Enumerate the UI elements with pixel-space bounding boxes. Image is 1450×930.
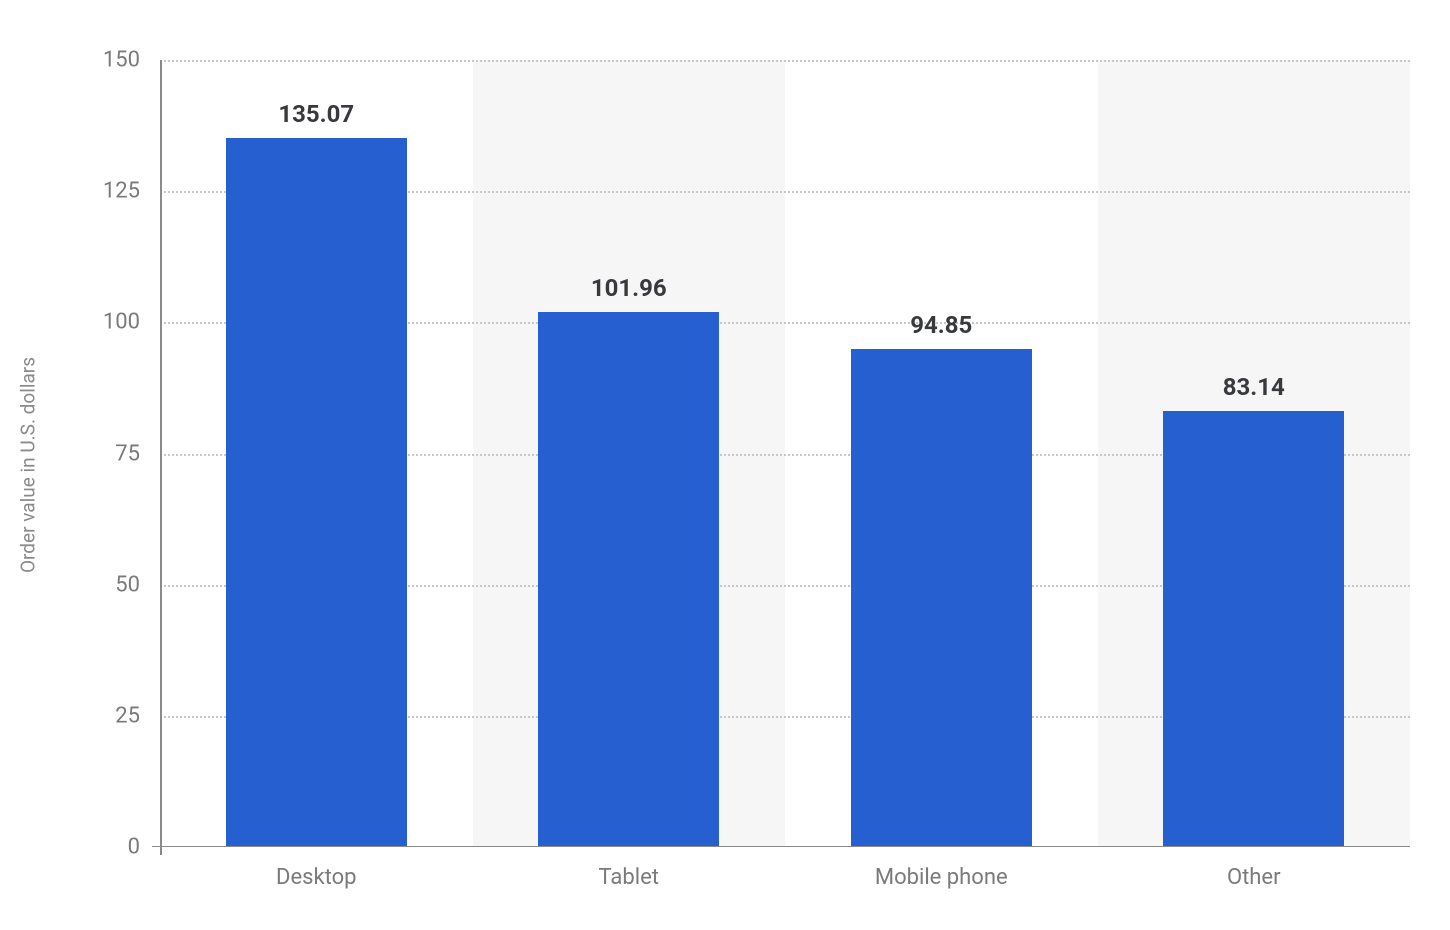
x-tick-label: Desktop [276, 847, 357, 890]
bar[interactable]: 94.85 [851, 349, 1032, 847]
x-tick-label: Mobile phone [875, 847, 1008, 890]
bar[interactable]: 101.96 [538, 312, 719, 847]
bar-value-label: 83.14 [1223, 373, 1285, 411]
x-tick-label: Tablet [599, 847, 659, 890]
y-tick-label: 0 [128, 835, 160, 860]
y-tick-label: 75 [115, 441, 160, 466]
y-axis-title: Order value in U.S. dollars [17, 357, 40, 573]
bar-value-label: 101.96 [591, 274, 667, 312]
bar-value-label: 94.85 [910, 311, 972, 349]
bar-value-label: 135.07 [278, 100, 354, 138]
y-tick-label: 125 [103, 179, 160, 204]
x-tick-label: Other [1227, 847, 1281, 890]
y-tick-label: 50 [115, 572, 160, 597]
y-tick-label: 150 [103, 48, 160, 73]
y-tick-label: 100 [103, 310, 160, 335]
bar[interactable]: 83.14 [1163, 411, 1344, 847]
x-axis-line [152, 846, 1410, 848]
bar-chart: Order value in U.S. dollars 025507510012… [0, 0, 1450, 930]
gridline [160, 60, 1410, 62]
y-tick-label: 25 [115, 703, 160, 728]
y-axis-line [160, 60, 162, 855]
bar[interactable]: 135.07 [226, 138, 407, 847]
plot-area: 0255075100125150135.07Desktop101.96Table… [160, 60, 1410, 847]
